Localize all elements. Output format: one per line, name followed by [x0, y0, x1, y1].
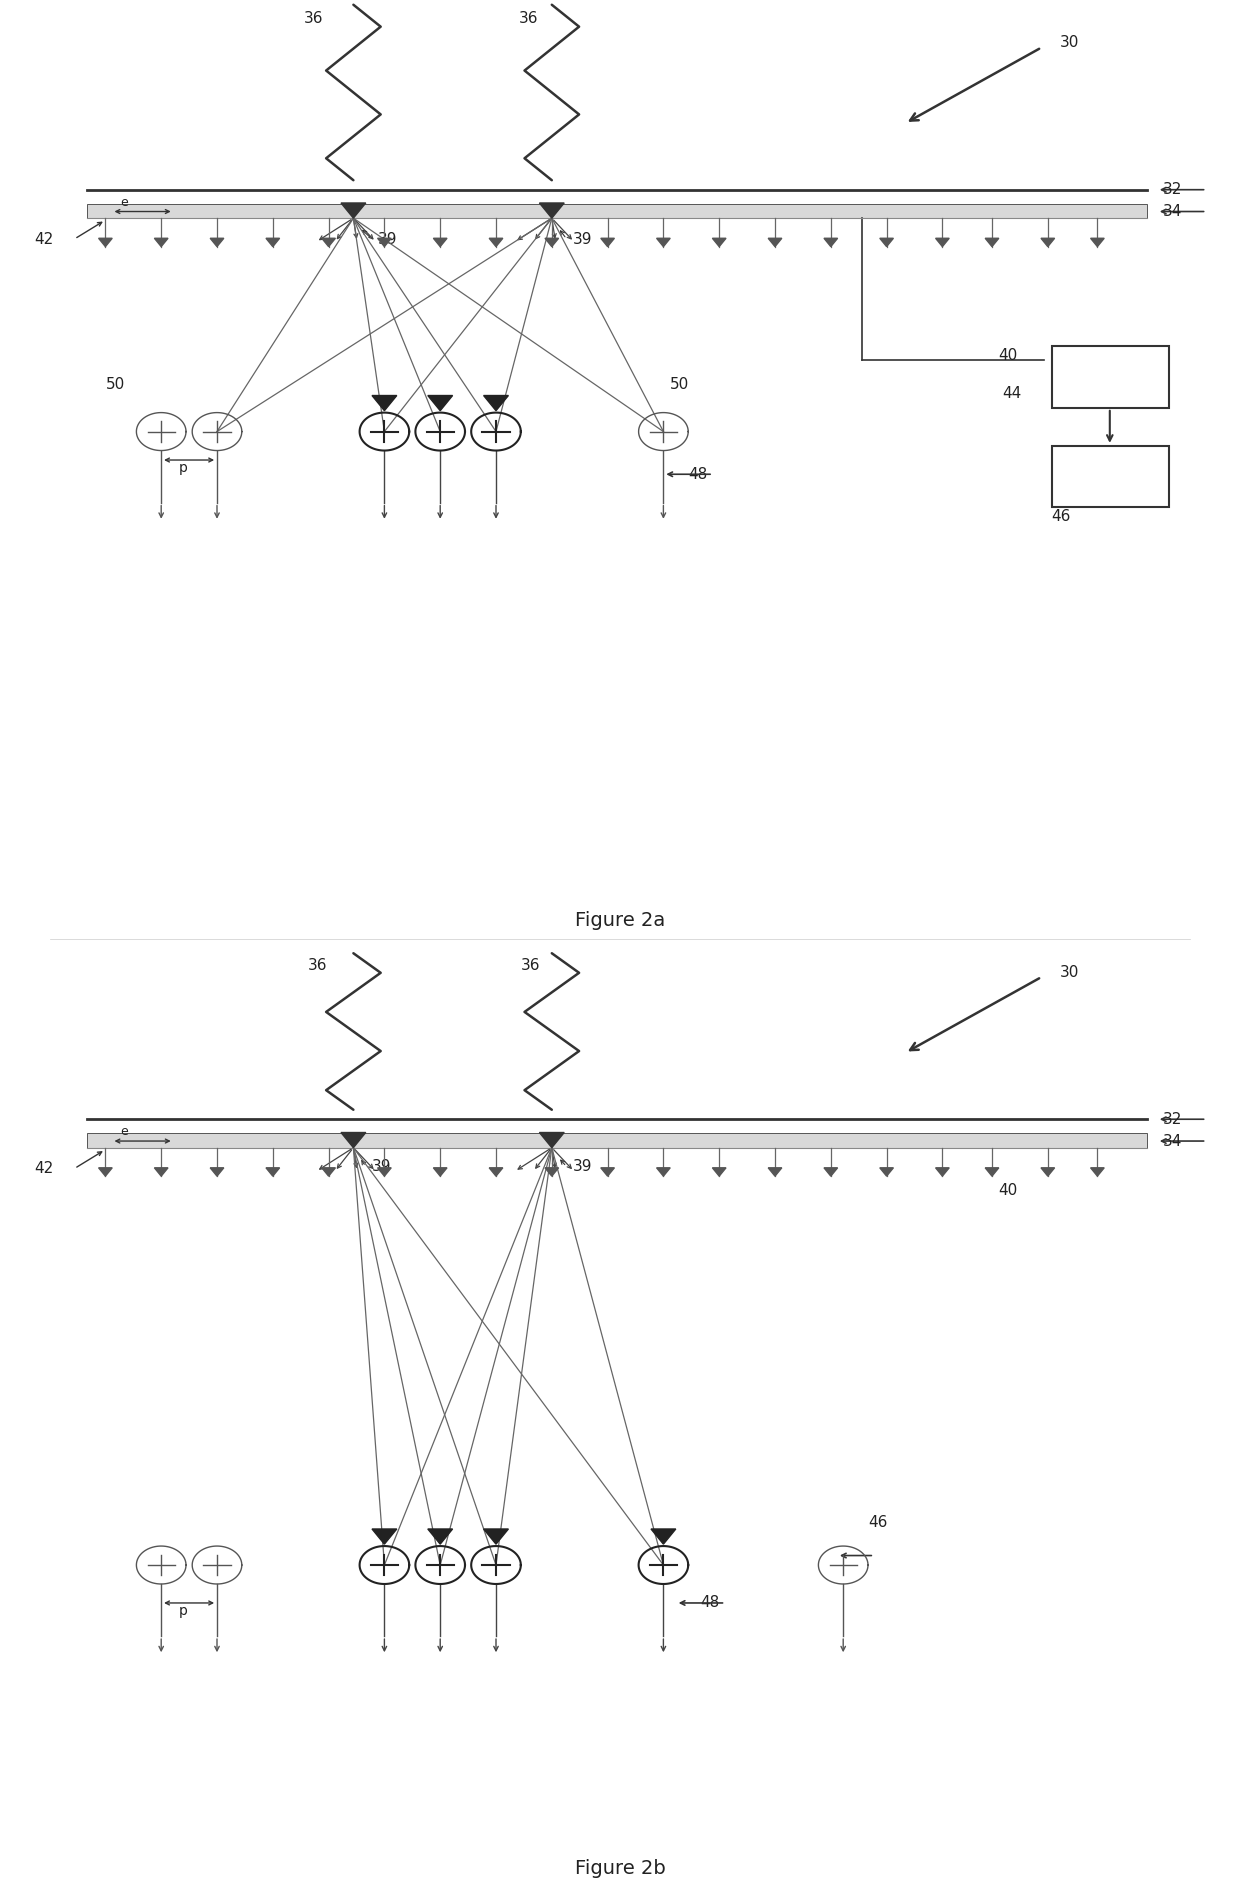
- Polygon shape: [99, 239, 113, 247]
- Text: 30: 30: [1060, 966, 1080, 979]
- Polygon shape: [712, 1169, 725, 1176]
- Text: 32: 32: [1163, 182, 1183, 197]
- Polygon shape: [210, 239, 223, 247]
- Polygon shape: [1042, 239, 1054, 247]
- Text: 34: 34: [1163, 205, 1183, 218]
- Polygon shape: [99, 1169, 113, 1176]
- Polygon shape: [434, 1169, 446, 1176]
- Polygon shape: [1091, 239, 1105, 247]
- Bar: [87, 203, 1147, 218]
- Polygon shape: [769, 239, 781, 247]
- Text: A/D: A/D: [1095, 368, 1125, 385]
- Polygon shape: [322, 239, 335, 247]
- Polygon shape: [484, 1529, 508, 1544]
- Text: 40: 40: [998, 349, 1018, 362]
- Polygon shape: [267, 239, 280, 247]
- Text: Figure 2a: Figure 2a: [575, 911, 665, 930]
- Polygon shape: [377, 1169, 392, 1176]
- Text: 40: 40: [998, 1184, 1018, 1197]
- Polygon shape: [546, 239, 558, 247]
- Text: p: p: [179, 461, 188, 474]
- Polygon shape: [484, 395, 508, 410]
- Polygon shape: [341, 203, 366, 218]
- Polygon shape: [986, 1169, 999, 1176]
- Polygon shape: [936, 1169, 950, 1176]
- Polygon shape: [1042, 1169, 1054, 1176]
- Polygon shape: [1091, 1169, 1105, 1176]
- Polygon shape: [267, 1169, 280, 1176]
- Text: 36: 36: [518, 11, 538, 27]
- Text: 39: 39: [573, 231, 593, 247]
- Text: 36: 36: [308, 958, 327, 973]
- Text: 42: 42: [35, 1161, 55, 1176]
- Polygon shape: [489, 239, 503, 247]
- Polygon shape: [154, 1169, 169, 1176]
- Polygon shape: [546, 1169, 558, 1176]
- Polygon shape: [428, 1529, 453, 1544]
- Text: 39: 39: [372, 1159, 392, 1174]
- Text: 34: 34: [1163, 1134, 1183, 1148]
- Text: 39: 39: [378, 231, 398, 247]
- Polygon shape: [651, 1529, 676, 1544]
- Polygon shape: [434, 239, 446, 247]
- Polygon shape: [372, 395, 397, 410]
- Text: 42: 42: [35, 231, 55, 247]
- Polygon shape: [880, 1169, 893, 1176]
- Polygon shape: [600, 239, 614, 247]
- Text: 50: 50: [670, 378, 689, 391]
- Polygon shape: [825, 239, 838, 247]
- Polygon shape: [825, 1169, 838, 1176]
- Text: 36: 36: [521, 958, 541, 973]
- Text: 46: 46: [1052, 510, 1071, 524]
- Polygon shape: [210, 1169, 223, 1176]
- Polygon shape: [322, 1169, 335, 1176]
- Polygon shape: [489, 1169, 503, 1176]
- Text: 32: 32: [1163, 1112, 1183, 1127]
- Text: 46: 46: [868, 1516, 888, 1529]
- Polygon shape: [341, 1133, 366, 1148]
- Text: e: e: [120, 1125, 128, 1138]
- Polygon shape: [539, 203, 564, 218]
- Polygon shape: [539, 1133, 564, 1148]
- Polygon shape: [657, 239, 670, 247]
- Text: Figure 2b: Figure 2b: [574, 1859, 666, 1878]
- Polygon shape: [880, 239, 893, 247]
- Text: 44: 44: [1002, 387, 1022, 400]
- Polygon shape: [154, 239, 169, 247]
- Polygon shape: [428, 395, 453, 410]
- Bar: [1052, 345, 1169, 408]
- Polygon shape: [712, 239, 725, 247]
- Bar: [87, 1133, 1147, 1148]
- Polygon shape: [986, 239, 999, 247]
- Polygon shape: [377, 239, 392, 247]
- Text: CPU: CPU: [1092, 467, 1127, 486]
- Polygon shape: [600, 1169, 614, 1176]
- Text: e: e: [120, 195, 128, 209]
- Polygon shape: [372, 1529, 397, 1544]
- Text: 48: 48: [688, 467, 708, 482]
- Polygon shape: [769, 1169, 781, 1176]
- Text: 39: 39: [573, 1159, 593, 1174]
- Text: p: p: [179, 1603, 188, 1618]
- Text: 30: 30: [1060, 36, 1080, 49]
- Bar: [1052, 446, 1169, 506]
- Polygon shape: [657, 1169, 670, 1176]
- Polygon shape: [936, 239, 950, 247]
- Text: 48: 48: [701, 1595, 720, 1611]
- Text: 50: 50: [105, 378, 125, 391]
- Text: 36: 36: [304, 11, 324, 27]
